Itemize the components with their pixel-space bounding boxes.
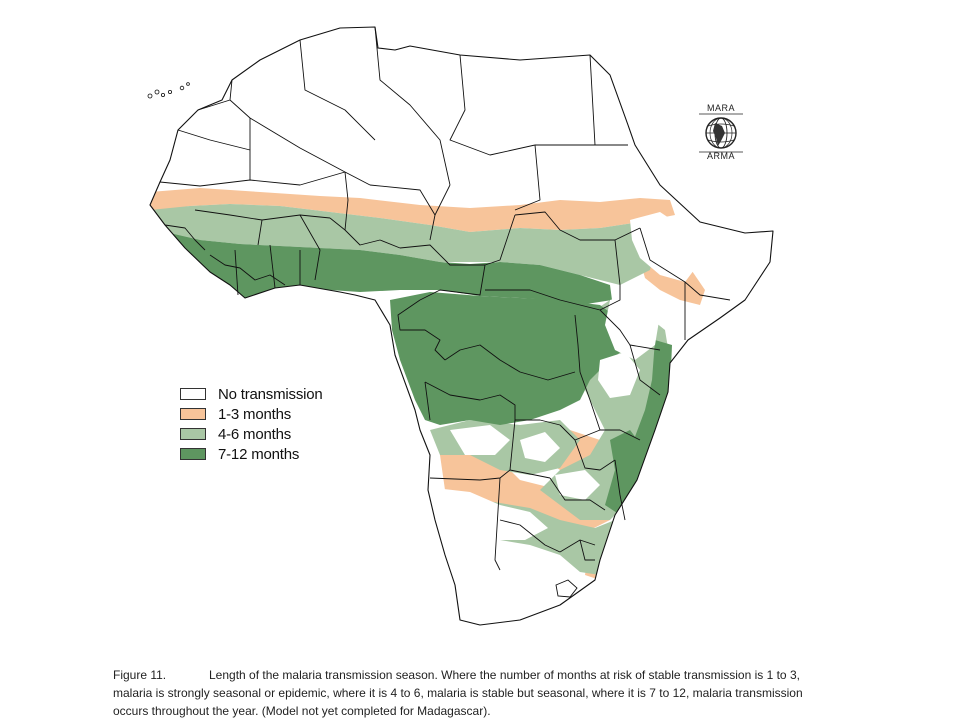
legend-swatch <box>180 408 206 420</box>
caption-text: Length of the malaria transmission seaso… <box>113 668 803 718</box>
legend-item-7-12-months: 7-12 months <box>180 444 323 464</box>
zone-7-12-months-mozambique <box>605 430 645 515</box>
zone-7-12-months-central <box>390 292 630 425</box>
logo-top-text: MARA <box>706 103 735 113</box>
legend-swatch <box>180 428 206 440</box>
caption-label: Figure 11. <box>113 668 167 682</box>
country-borders <box>159 26 731 571</box>
map-legend: No transmission 1-3 months 4-6 months 7-… <box>180 384 323 464</box>
zone-none-zambia-patch <box>520 432 560 462</box>
zone-4-6-months-west <box>150 204 660 285</box>
zone-none-ethiopian-highlands <box>630 212 700 282</box>
zone-none-zimbabwe-patch <box>555 470 600 500</box>
legend-label: 7-12 months <box>218 445 300 463</box>
africa-coastline <box>149 26 774 626</box>
canary-islands <box>147 82 190 99</box>
logo-bottom-text: ARMA <box>706 151 735 161</box>
africa-map <box>147 26 774 626</box>
zone-none-namibia-botswana <box>435 488 548 540</box>
legend-swatch <box>180 448 206 460</box>
zone-none-great-lakes-patch <box>598 352 640 398</box>
legend-item-no-transmission: No transmission <box>180 384 323 404</box>
lesotho-outline <box>555 579 578 598</box>
legend-label: 1-3 months <box>218 405 292 423</box>
legend-label: 4-6 months <box>218 425 292 443</box>
zone-none-east-african-highlands <box>605 292 660 360</box>
zone-7-12-months-west <box>165 232 612 305</box>
figure-caption: Figure 11. Length of the malaria transmis… <box>113 666 833 720</box>
legend-item-4-6-months: 4-6 months <box>180 424 323 444</box>
zone-none-angola-patch <box>450 425 510 455</box>
legend-item-1-3-months: 1-3 months <box>180 404 323 424</box>
zone-1-3-months-sahel <box>150 188 675 232</box>
legend-swatch <box>180 388 206 400</box>
legend-label: No transmission <box>218 385 323 403</box>
globe-icon <box>699 113 743 153</box>
mara-arma-logo: MARA ARMA <box>697 103 745 161</box>
